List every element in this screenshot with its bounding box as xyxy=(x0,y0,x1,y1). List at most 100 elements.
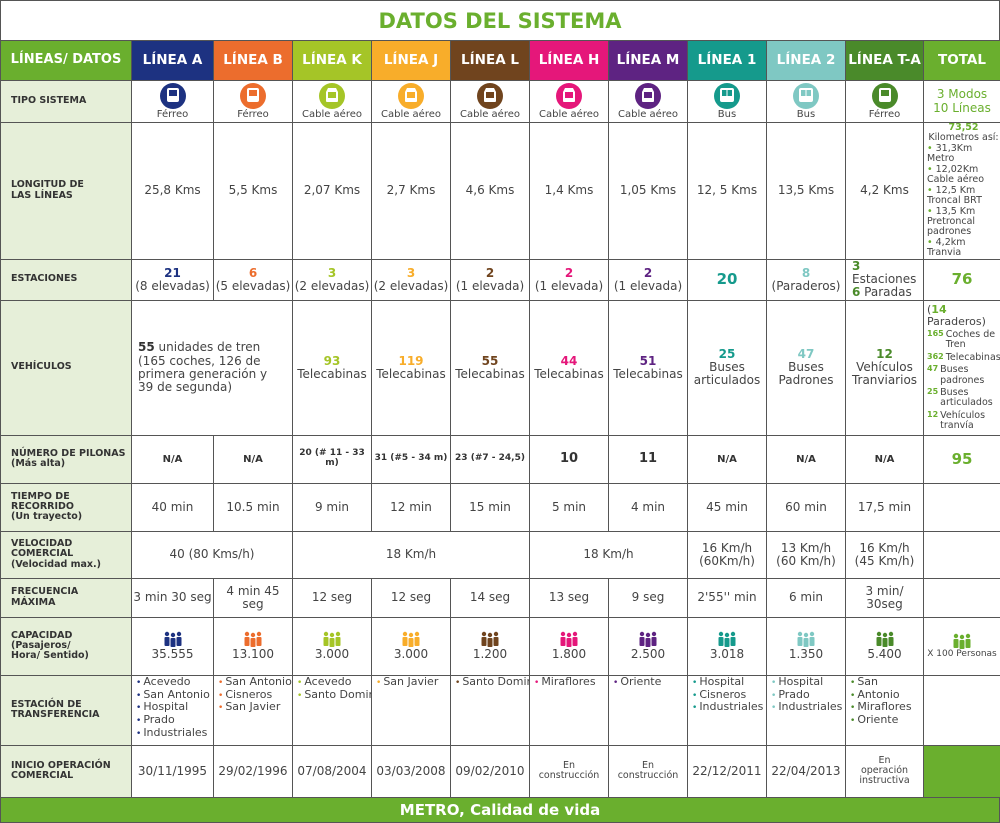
velocidad-cell: 13 Km/h (60 Km/h) xyxy=(767,531,846,578)
transfer-station-name: Hospital xyxy=(699,675,744,688)
line-header: LÍNEA A xyxy=(132,41,214,81)
estaciones-cell: 2(1 elevada) xyxy=(530,259,609,300)
vehiculos-cell: 55 unidades de tren (165 coches, 126 de … xyxy=(132,300,293,435)
bullet-icon: • xyxy=(771,703,776,713)
total-tiempo-empty xyxy=(924,483,1000,531)
estaciones-num: 3 xyxy=(372,267,450,280)
pilonas-cell: 10 xyxy=(530,435,609,483)
vehiculos-desc: Telecabinas xyxy=(293,368,371,381)
total-veh-text: Buses padrones xyxy=(940,365,1000,386)
estaciones-num: 3 xyxy=(852,259,860,273)
transfer-station-name: Industriales xyxy=(143,726,207,739)
train-icon xyxy=(214,83,292,109)
people-icon xyxy=(293,631,371,648)
transferencia-cell: •Miraflores xyxy=(530,675,609,745)
transfer-station-name: Hospital xyxy=(143,700,188,713)
estaciones-note: (1 elevada) xyxy=(451,280,529,293)
frecuencia-cell: 2'55'' min xyxy=(688,578,767,617)
line-header: LÍNEA M xyxy=(609,41,688,81)
total-header: TOTAL xyxy=(924,41,1000,81)
pilonas-cell: N/A xyxy=(846,435,924,483)
tiempo-cell: 17,5 min xyxy=(846,483,924,531)
estaciones-note: (5 elevadas) xyxy=(214,280,292,293)
total-transferencia-empty xyxy=(924,675,1000,745)
pilonas-cell: 20 (# 11 - 33 m) xyxy=(293,435,372,483)
total-veh-num: 47 xyxy=(927,365,938,386)
transferencia-cell: •Hospital•Cisneros•Industriales xyxy=(688,675,767,745)
people-icon xyxy=(372,631,450,648)
bullet-icon: • xyxy=(136,729,141,739)
capacidad-value: 3.018 xyxy=(688,648,766,661)
transfer-station: •Oriente xyxy=(850,714,923,727)
vehiculos-desc: Buses articulados xyxy=(688,361,766,387)
total-km-item: • 12,5 Km Troncal BRT xyxy=(927,186,1000,207)
pilonas-cell: N/A xyxy=(132,435,214,483)
transfer-station-name: Acevedo xyxy=(304,675,351,688)
pilonas-cell: N/A xyxy=(767,435,846,483)
row-label: CAPACIDAD(Pasajeros/Hora/ Sentido) xyxy=(1,617,132,675)
row-label-line: COMERCIAL xyxy=(11,771,131,781)
transfer-station-name: Santo Domingo xyxy=(304,688,371,701)
total-km-item: • 13,5 Km Pretroncal padrones xyxy=(927,207,1000,238)
vehiculos-cell: 12 Vehículos Tranviarios xyxy=(846,300,924,435)
transfer-station-name: Cisneros xyxy=(699,688,746,701)
tipo-text: Férreo xyxy=(214,109,292,120)
transfer-station: •Santo Domingo xyxy=(297,689,371,702)
transferencia-cell: •San Javier xyxy=(372,675,451,745)
vehiculos-text: 55 unidades de tren (165 coches, 126 de … xyxy=(138,341,286,394)
estaciones-num: 21 xyxy=(132,267,213,280)
bullet-icon: • xyxy=(218,678,223,688)
estaciones-cell: 2(1 elevada) xyxy=(451,259,530,300)
bullet-icon: • xyxy=(613,678,618,688)
people-icon xyxy=(609,631,687,648)
total-km-item: • 31,3Km Metro xyxy=(927,144,1000,165)
estaciones-num: 3 xyxy=(293,267,371,280)
longitud-cell: 4,2 Kms xyxy=(846,123,924,260)
frecuencia-cell: 12 seg xyxy=(372,578,451,617)
row-label-line: TRANSFERENCIA xyxy=(11,710,131,720)
bullet-icon: • xyxy=(850,678,855,688)
people-icon xyxy=(214,631,292,648)
transferencia-cell: •San Antonio•Cisneros•San Javier xyxy=(214,675,293,745)
estaciones-cell: 3(2 elevadas) xyxy=(293,259,372,300)
inicio-cell: 22/04/2013 xyxy=(767,745,846,797)
estaciones-cell: 6(5 elevadas) xyxy=(214,259,293,300)
total-tipo-line: 3 Modos xyxy=(924,88,1000,101)
transferencia-cell: •Santo Domingo xyxy=(451,675,530,745)
tipo-text: Bus xyxy=(767,109,845,120)
cable-car-icon xyxy=(451,83,529,109)
capacidad-value: 3.000 xyxy=(372,648,450,661)
inicio-cell: En construcción xyxy=(530,745,609,797)
transferencia-cell: •San•Antonio•Miraflores•Oriente xyxy=(846,675,924,745)
tiempo-cell: 15 min xyxy=(451,483,530,531)
capacidad-cell: 13.100 xyxy=(214,617,293,675)
transfer-station: •Industriales xyxy=(136,727,213,740)
capacidad-cell: 5.400 xyxy=(846,617,924,675)
transfer-station-name: Prado xyxy=(143,713,174,726)
bullet-icon: • xyxy=(136,678,141,688)
transfer-station-name: Oriente xyxy=(620,675,661,688)
estaciones-cell: 3(2 elevadas) xyxy=(372,259,451,300)
capacidad-value: 2.500 xyxy=(609,648,687,661)
line-header: LÍNEA T-A xyxy=(846,41,924,81)
estaciones-line: 6 Paradas xyxy=(852,286,923,299)
total-veh-text: Buses articulados xyxy=(940,388,1000,409)
capacidad-value: 13.100 xyxy=(214,648,292,661)
estaciones-num: 2 xyxy=(451,267,529,280)
tipo-cell: Cable aéreo xyxy=(293,81,372,123)
transfer-station: •Santo Domingo xyxy=(455,676,529,689)
tiempo-cell: 4 min xyxy=(609,483,688,531)
transfer-station-name: Santo Domingo xyxy=(462,675,529,688)
tiempo-cell: 10.5 min xyxy=(214,483,293,531)
capacidad-cell: 35.555 xyxy=(132,617,214,675)
transfer-station-name: San Javier xyxy=(225,700,280,713)
tiempo-cell: 45 min xyxy=(688,483,767,531)
total-veh-head-num: 14 xyxy=(931,303,946,316)
